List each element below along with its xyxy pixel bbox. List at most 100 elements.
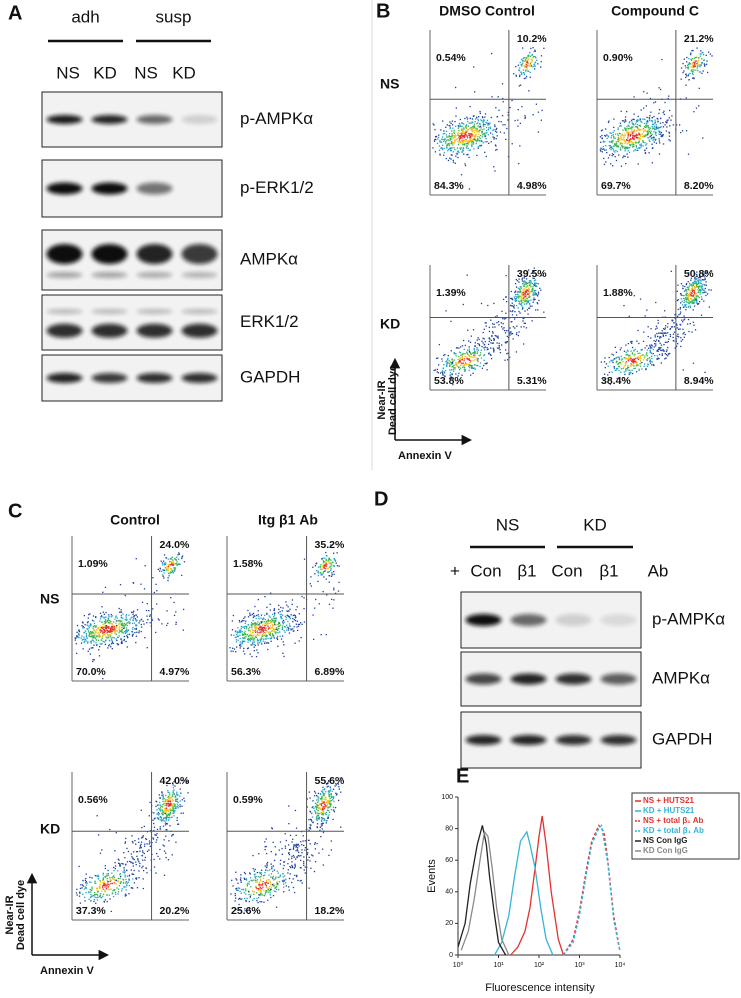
event-dot (469, 364, 470, 365)
event-dot (633, 144, 634, 145)
event-dot (700, 55, 701, 56)
event-dot (170, 569, 171, 570)
event-dot (682, 63, 683, 64)
event-dot (280, 624, 281, 625)
event-dot (461, 174, 462, 175)
event-dot (526, 292, 527, 293)
event-dot (146, 622, 147, 623)
event-dot (462, 363, 463, 364)
event-dot (315, 563, 316, 564)
event-dot (533, 56, 534, 57)
event-dot (519, 67, 520, 68)
event-dot (521, 72, 522, 73)
event-dot (102, 896, 103, 897)
event-dot (668, 139, 669, 140)
event-dot (445, 361, 446, 362)
event-dot (488, 123, 489, 124)
event-dot (504, 360, 505, 361)
event-dot (236, 890, 237, 891)
flow-plot (597, 265, 713, 390)
event-dot (286, 617, 287, 618)
event-dot (677, 336, 678, 337)
event-dot (683, 302, 684, 303)
event-dot (451, 139, 452, 140)
event-dot (144, 859, 145, 860)
event-dot (619, 138, 620, 139)
event-dot (270, 625, 271, 626)
event-dot (172, 799, 173, 800)
event-dot (652, 162, 653, 163)
event-dot (127, 637, 128, 638)
event-dot (524, 118, 525, 119)
event-dot (116, 620, 117, 621)
event-dot (165, 812, 166, 813)
event-dot (111, 872, 112, 873)
event-dot (615, 156, 616, 157)
event-dot (261, 901, 262, 902)
event-dot (126, 881, 127, 882)
event-dot (481, 357, 482, 358)
event-dot (615, 357, 616, 358)
event-dot (173, 807, 174, 808)
event-dot (283, 623, 284, 624)
event-dot (181, 556, 182, 557)
event-dot (277, 646, 278, 647)
event-dot (297, 606, 298, 607)
event-dot (165, 822, 166, 823)
event-dot (469, 139, 470, 140)
event-dot (506, 275, 507, 276)
event-dot (108, 628, 109, 629)
event-dot (265, 629, 266, 630)
event-dot (76, 889, 77, 890)
event-dot (538, 131, 539, 132)
event-dot (331, 563, 332, 564)
event-dot (448, 149, 449, 150)
event-dot (172, 805, 173, 806)
event-dot (651, 356, 652, 357)
quadrant-percent: 50.8% (684, 268, 714, 280)
event-dot (687, 299, 688, 300)
event-dot (476, 357, 477, 358)
event-dot (698, 303, 699, 304)
event-dot (664, 310, 665, 311)
event-dot (445, 141, 446, 142)
event-dot (470, 123, 471, 124)
event-dot (626, 111, 627, 112)
event-dot (635, 135, 636, 136)
event-dot (293, 878, 294, 879)
event-dot (655, 132, 656, 133)
event-dot (138, 838, 139, 839)
event-dot (509, 332, 510, 333)
event-dot (257, 632, 258, 633)
event-dot (470, 133, 471, 134)
event-dot (170, 801, 171, 802)
blot-band (47, 244, 83, 264)
event-dot (312, 614, 313, 615)
event-dot (446, 363, 447, 364)
event-dot (700, 50, 701, 51)
event-dot (115, 894, 116, 895)
event-dot (667, 355, 668, 356)
event-dot (629, 147, 630, 148)
event-dot (629, 372, 630, 373)
event-dot (495, 107, 496, 108)
event-dot (641, 145, 642, 146)
event-dot (248, 616, 249, 617)
event-dot (613, 149, 614, 150)
event-dot (695, 289, 696, 290)
event-dot (668, 96, 669, 97)
event-dot (329, 562, 330, 563)
event-dot (293, 615, 294, 616)
event-dot (139, 863, 140, 864)
event-dot (679, 124, 680, 125)
event-dot (160, 819, 161, 820)
event-dot (175, 842, 176, 843)
event-dot (166, 857, 167, 858)
event-dot (690, 307, 691, 308)
event-dot (473, 360, 474, 361)
event-dot (667, 347, 668, 348)
event-dot (711, 55, 712, 56)
event-dot (677, 285, 678, 286)
event-dot (619, 140, 620, 141)
